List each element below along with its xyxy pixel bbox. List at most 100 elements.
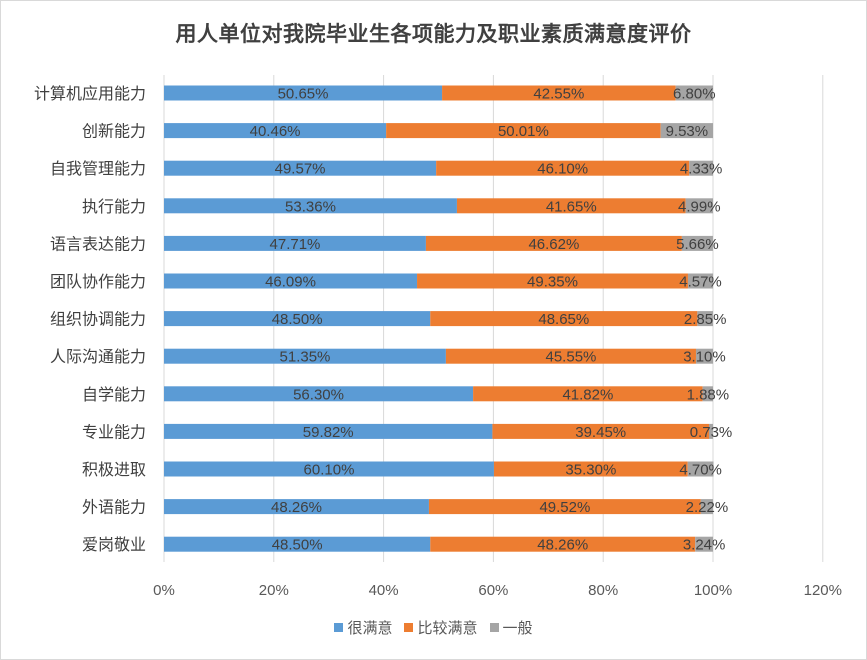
legend-item: 一般 xyxy=(489,617,533,638)
data-label: 49.52% xyxy=(539,499,590,516)
x-tick-label: 40% xyxy=(369,582,399,599)
bar-segment xyxy=(442,85,676,101)
bar-segment xyxy=(660,123,713,139)
bar-segment xyxy=(164,536,431,552)
bar-segment xyxy=(425,235,682,251)
data-label: 49.35% xyxy=(527,274,578,291)
bar-segment xyxy=(164,273,418,289)
category-label: 人际沟通能力 xyxy=(50,347,146,366)
bar-segment xyxy=(675,85,713,101)
category-label: 创新能力 xyxy=(82,122,146,141)
bar-segment xyxy=(164,499,429,515)
data-label: 60.10% xyxy=(304,462,355,479)
data-label: 56.30% xyxy=(293,386,344,403)
data-label: 0.73% xyxy=(690,424,733,441)
bar-segment xyxy=(687,461,714,477)
data-label: 53.36% xyxy=(285,198,336,215)
category-label: 团队协作能力 xyxy=(50,272,146,291)
category-label: 外语能力 xyxy=(82,498,146,517)
x-tick-label: 80% xyxy=(588,582,618,599)
data-label: 48.65% xyxy=(538,311,589,328)
category-label: 语言表达能力 xyxy=(50,234,146,253)
data-label: 50.65% xyxy=(278,86,329,103)
bar-segment xyxy=(164,348,446,364)
category-label: 执行能力 xyxy=(82,197,146,216)
data-label: 3.24% xyxy=(683,537,726,554)
bar-segment xyxy=(164,198,457,214)
data-label: 2.85% xyxy=(684,311,727,328)
category-label: 爱岗敬业 xyxy=(82,535,146,554)
data-label: 48.50% xyxy=(272,537,323,554)
bar-segment xyxy=(164,160,437,176)
data-label: 9.53% xyxy=(666,123,709,140)
bar-segment xyxy=(695,348,713,364)
legend: 很满意 比较满意 一般 xyxy=(0,617,867,638)
x-tick-label: 120% xyxy=(804,582,842,599)
data-label: 45.55% xyxy=(546,349,597,366)
data-label: 1.88% xyxy=(687,386,730,403)
legend-item: 很满意 xyxy=(334,617,392,638)
bar-segment xyxy=(700,499,713,515)
data-label: 5.66% xyxy=(676,236,719,253)
data-label: 51.35% xyxy=(280,349,331,366)
bar-segment xyxy=(428,499,701,515)
bar-segment xyxy=(473,386,703,402)
data-label: 47.71% xyxy=(270,236,321,253)
data-label: 3.10% xyxy=(683,349,726,366)
bar-segment xyxy=(681,235,713,251)
bar-segment xyxy=(685,198,713,214)
bar-segment xyxy=(164,123,387,139)
data-label: 6.80% xyxy=(673,86,716,103)
bar-segment xyxy=(689,160,713,176)
bar-segment xyxy=(493,461,688,477)
data-label: 4.33% xyxy=(680,161,723,178)
data-label: 41.82% xyxy=(562,386,613,403)
bar-segment xyxy=(164,423,493,439)
bar-segment xyxy=(386,123,661,139)
bar-segment xyxy=(687,273,714,289)
legend-swatch xyxy=(404,623,414,632)
bar-segment xyxy=(164,235,426,251)
bar-segment xyxy=(702,386,713,402)
legend-label: 很满意 xyxy=(347,619,393,637)
data-label: 42.55% xyxy=(533,86,584,103)
legend-item: 比较满意 xyxy=(404,617,478,638)
bar-segment xyxy=(164,461,494,477)
bar-segment xyxy=(417,273,688,289)
data-label: 48.26% xyxy=(537,537,588,554)
category-label: 组织协调能力 xyxy=(50,310,146,329)
bar-segment xyxy=(456,198,686,214)
data-label: 41.65% xyxy=(546,198,597,215)
x-tick-label: 0% xyxy=(153,582,175,599)
data-label: 39.45% xyxy=(575,424,626,441)
data-label: 46.10% xyxy=(537,161,588,178)
bar-segment xyxy=(436,160,690,176)
category-label: 积极进取 xyxy=(82,460,146,479)
bar-segment xyxy=(445,348,696,364)
bar-segment xyxy=(164,311,431,327)
data-label: 50.01% xyxy=(498,123,549,140)
x-tick-label: 60% xyxy=(478,582,508,599)
bar-segment xyxy=(708,423,713,439)
bar-segment xyxy=(430,536,696,552)
data-label: 4.99% xyxy=(678,198,721,215)
bar-segment xyxy=(430,311,698,327)
data-label: 48.50% xyxy=(272,311,323,328)
x-tick-label: 100% xyxy=(694,582,732,599)
legend-swatch xyxy=(489,623,499,632)
bar-segment xyxy=(164,85,443,101)
data-label: 40.46% xyxy=(250,123,301,140)
data-label: 46.09% xyxy=(265,274,316,291)
legend-label: 一般 xyxy=(502,619,533,637)
category-label: 自我管理能力 xyxy=(50,159,146,178)
chart-title: 用人单位对我院毕业生各项能力及职业素质满意度评价 xyxy=(175,22,692,46)
bar-segment xyxy=(695,536,713,552)
data-label: 59.82% xyxy=(303,424,354,441)
data-label: 2.22% xyxy=(686,499,729,516)
bar-segment xyxy=(492,423,709,439)
x-tick-label: 20% xyxy=(259,582,289,599)
bar-segment xyxy=(697,311,713,327)
legend-swatch xyxy=(334,623,344,632)
legend-label: 比较满意 xyxy=(417,619,478,637)
